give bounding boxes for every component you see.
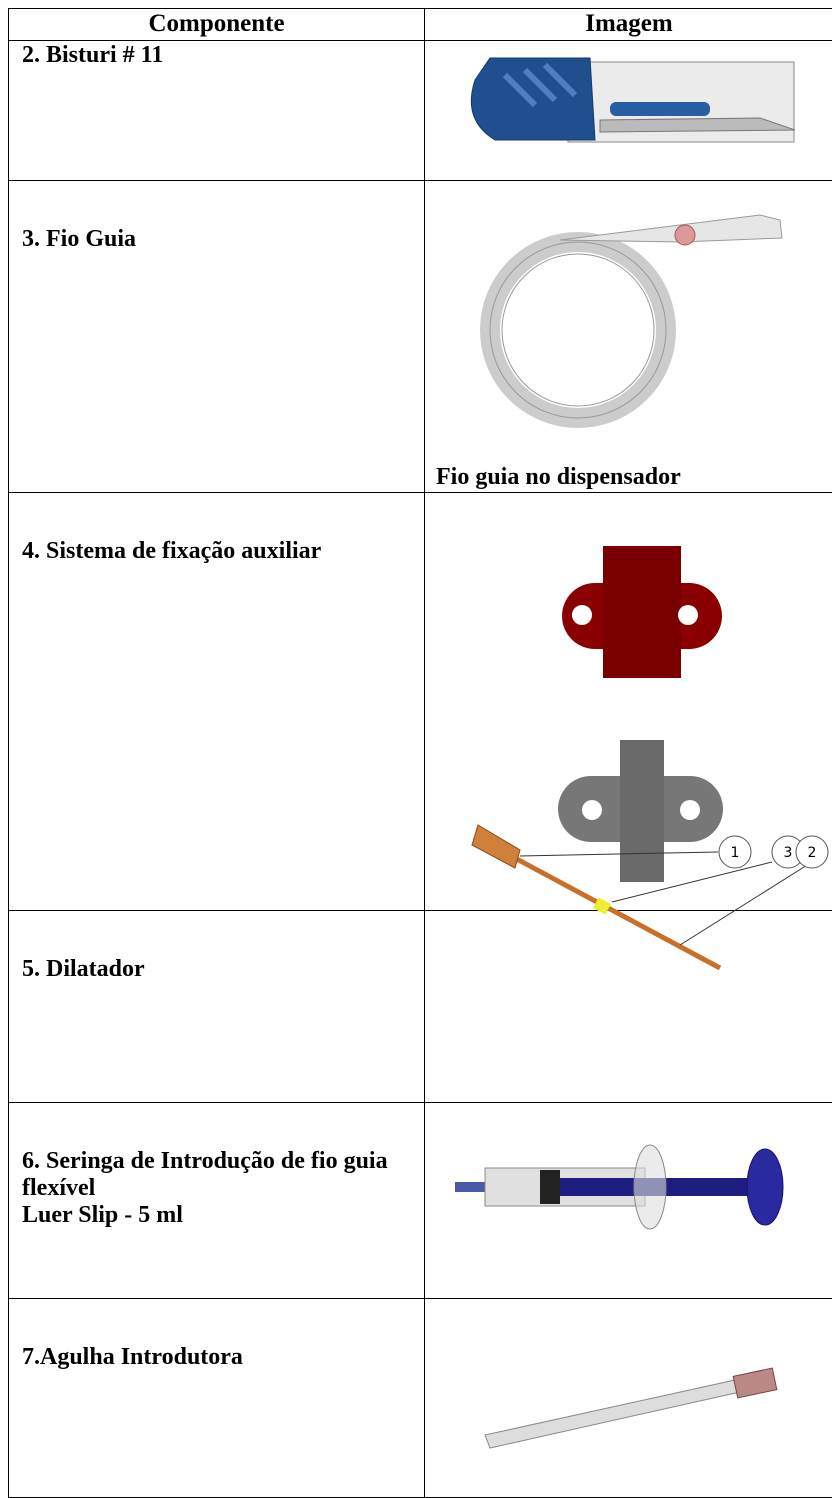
callout: 1 [731, 845, 740, 861]
callout: 2 [808, 845, 817, 861]
needle-image [484, 1367, 778, 1449]
component-label: 4. Sistema de fixação auxiliar [22, 538, 322, 564]
dilator-image: 1 3 2 [471, 824, 829, 971]
component-label: 2. Bisturi # 11 [22, 42, 164, 68]
scalpel-image [470, 57, 796, 143]
header-text: Componente [148, 10, 285, 37]
component-label: 6. Seringa de Introdução de fio guia fle… [22, 1148, 388, 1201]
image-caption: Fio guia no dispensador [436, 464, 681, 490]
guidewire-image [480, 214, 783, 428]
component-label: 7.Agulha Introdutora [22, 1344, 243, 1370]
component-label: Luer Slip - 5 ml [22, 1202, 183, 1228]
header-text: Imagem [585, 10, 673, 37]
callout: 3 [784, 845, 793, 861]
component-label: 5. Dilatador [22, 956, 145, 982]
syringe-image [455, 1144, 784, 1230]
fixation-image [558, 546, 723, 882]
component-label: 3. Fio Guia [22, 226, 137, 252]
